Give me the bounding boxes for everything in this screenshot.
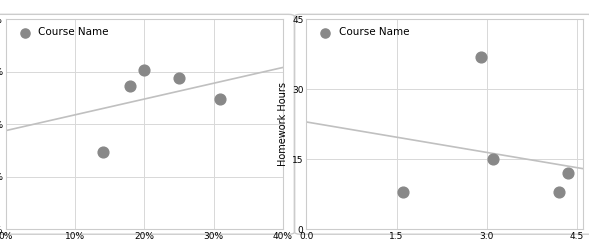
Point <box>398 190 407 194</box>
Point <box>125 85 135 88</box>
Legend: Course Name: Course Name <box>312 24 412 41</box>
Point <box>174 76 184 80</box>
Point <box>488 158 498 161</box>
Point <box>216 97 225 101</box>
Point <box>98 150 108 153</box>
Point <box>563 171 573 175</box>
Point <box>476 54 485 58</box>
Point <box>140 68 149 71</box>
Point <box>554 190 564 194</box>
Legend: Course Name: Course Name <box>11 24 112 41</box>
Y-axis label: Homework Hours: Homework Hours <box>278 82 288 166</box>
